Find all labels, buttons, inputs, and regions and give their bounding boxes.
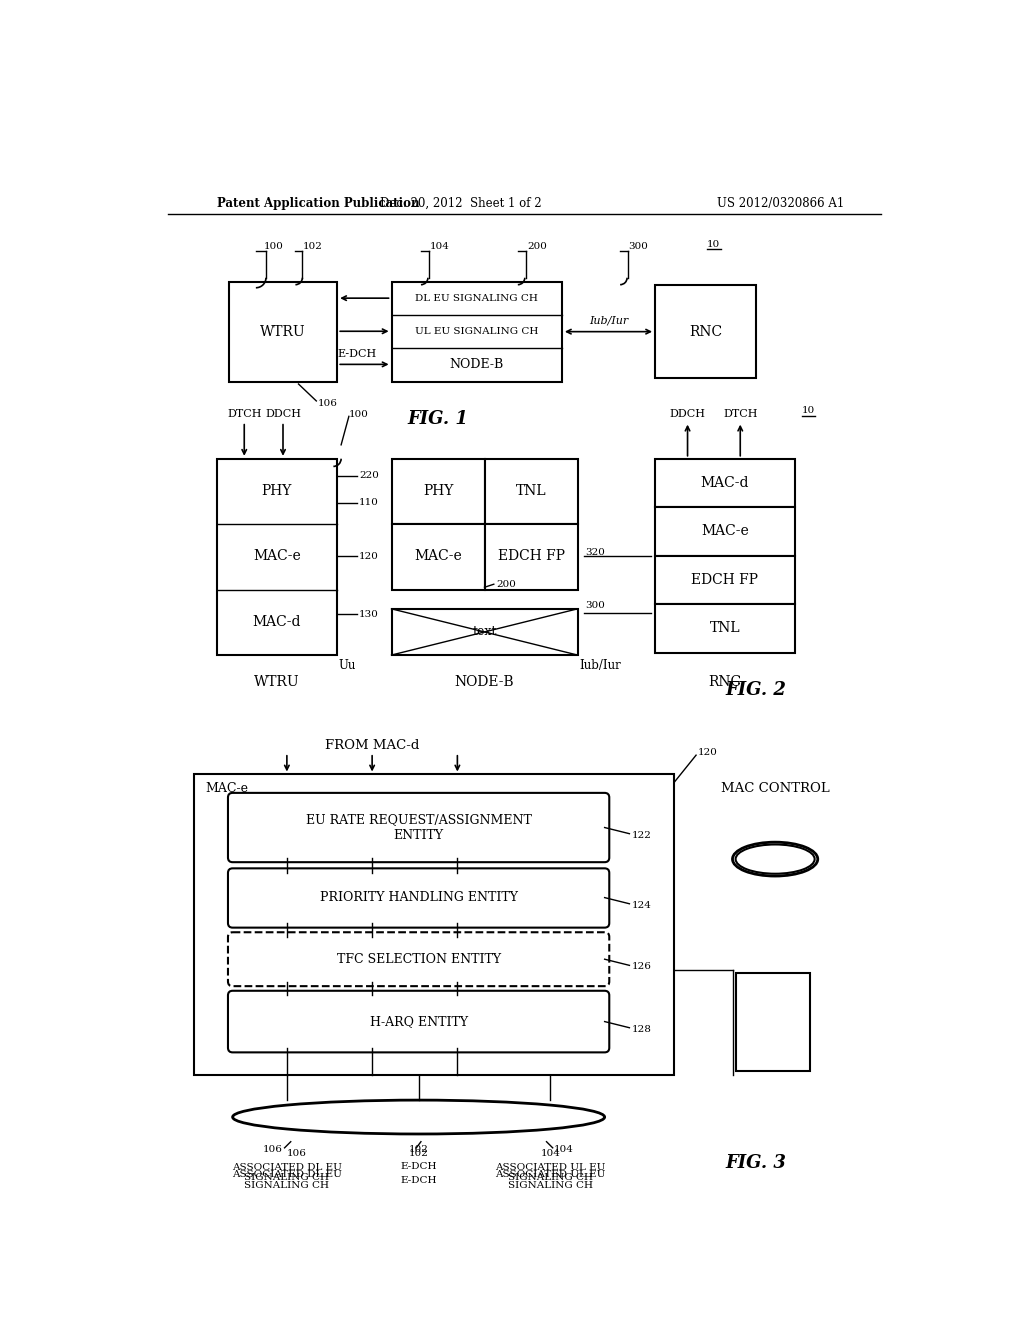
Text: ASSOCIATED UL EU
SIGNALING CH: ASSOCIATED UL EU SIGNALING CH bbox=[496, 1163, 605, 1183]
Text: 220: 220 bbox=[359, 471, 379, 480]
Text: 10: 10 bbox=[802, 407, 815, 416]
Text: MAC-e: MAC-e bbox=[253, 549, 301, 564]
FancyBboxPatch shape bbox=[228, 869, 609, 928]
Text: EDCH FP: EDCH FP bbox=[498, 549, 564, 564]
Text: Iub/Iur: Iub/Iur bbox=[589, 315, 628, 326]
FancyBboxPatch shape bbox=[655, 507, 795, 556]
FancyBboxPatch shape bbox=[655, 556, 795, 605]
Text: 106: 106 bbox=[263, 1144, 283, 1154]
FancyBboxPatch shape bbox=[391, 459, 484, 524]
Text: 102: 102 bbox=[302, 243, 323, 251]
Text: 300: 300 bbox=[586, 601, 605, 610]
Text: 102: 102 bbox=[409, 1148, 429, 1158]
Text: PHY: PHY bbox=[423, 484, 454, 498]
FancyBboxPatch shape bbox=[391, 609, 578, 655]
Text: Uu: Uu bbox=[339, 659, 356, 672]
Text: FIG. 3: FIG. 3 bbox=[725, 1154, 786, 1172]
Text: ASSOCIATED DL EU
SIGNALING CH: ASSOCIATED DL EU SIGNALING CH bbox=[232, 1171, 342, 1189]
Text: 320: 320 bbox=[586, 548, 605, 557]
Text: E-DCH: E-DCH bbox=[400, 1176, 437, 1184]
Text: WTRU: WTRU bbox=[260, 325, 306, 339]
Text: NODE-B: NODE-B bbox=[455, 675, 514, 689]
Text: 120: 120 bbox=[697, 748, 718, 758]
Text: 10: 10 bbox=[708, 240, 721, 249]
Text: 200: 200 bbox=[496, 579, 516, 589]
Ellipse shape bbox=[232, 1100, 604, 1134]
Text: MAC-e: MAC-e bbox=[414, 549, 462, 564]
Text: 102: 102 bbox=[409, 1144, 429, 1154]
Text: EDCH FP: EDCH FP bbox=[691, 573, 758, 586]
Text: EU RATE REQUEST/ASSIGNMENT
ENTITY: EU RATE REQUEST/ASSIGNMENT ENTITY bbox=[306, 813, 531, 842]
Text: H-ARQ ENTITY: H-ARQ ENTITY bbox=[370, 1015, 468, 1028]
FancyBboxPatch shape bbox=[228, 932, 609, 986]
Text: Dec. 20, 2012  Sheet 1 of 2: Dec. 20, 2012 Sheet 1 of 2 bbox=[381, 197, 542, 210]
Text: 104: 104 bbox=[541, 1148, 560, 1158]
Text: 104: 104 bbox=[430, 243, 451, 251]
Text: 126: 126 bbox=[632, 962, 651, 972]
Text: 120: 120 bbox=[359, 552, 379, 561]
FancyBboxPatch shape bbox=[484, 524, 578, 590]
Text: 100: 100 bbox=[349, 409, 369, 418]
FancyBboxPatch shape bbox=[391, 281, 562, 381]
Text: text: text bbox=[472, 626, 497, 639]
Text: PRIORITY HANDLING ENTITY: PRIORITY HANDLING ENTITY bbox=[319, 891, 517, 904]
FancyBboxPatch shape bbox=[655, 285, 756, 378]
Text: DL EU SIGNALING CH: DL EU SIGNALING CH bbox=[416, 293, 539, 302]
Text: 104: 104 bbox=[554, 1144, 574, 1154]
FancyBboxPatch shape bbox=[655, 605, 795, 653]
Text: 128: 128 bbox=[632, 1024, 651, 1034]
Text: ASSOCIATED DL EU
SIGNALING CH: ASSOCIATED DL EU SIGNALING CH bbox=[232, 1163, 342, 1183]
FancyBboxPatch shape bbox=[194, 775, 675, 1074]
Text: 300: 300 bbox=[628, 243, 648, 251]
Text: PHY: PHY bbox=[261, 484, 292, 498]
Text: 106: 106 bbox=[287, 1148, 307, 1158]
Text: WTRU: WTRU bbox=[254, 675, 300, 689]
Text: FROM MAC-d: FROM MAC-d bbox=[325, 739, 419, 751]
Text: 124: 124 bbox=[632, 900, 651, 909]
Text: ASSOCIATED UL EU
SIGNALING CH: ASSOCIATED UL EU SIGNALING CH bbox=[496, 1171, 605, 1189]
Text: FIG. 1: FIG. 1 bbox=[408, 409, 468, 428]
Text: DTCH: DTCH bbox=[723, 409, 758, 418]
FancyBboxPatch shape bbox=[655, 459, 795, 507]
Text: RNC: RNC bbox=[709, 675, 741, 689]
FancyBboxPatch shape bbox=[228, 793, 609, 862]
Text: 130: 130 bbox=[359, 610, 379, 619]
Text: TNL: TNL bbox=[710, 622, 740, 635]
Text: E-DCH: E-DCH bbox=[400, 1162, 437, 1171]
Text: UL EU SIGNALING CH: UL EU SIGNALING CH bbox=[415, 327, 539, 335]
Text: NODE-B: NODE-B bbox=[450, 358, 504, 371]
Text: MAC-d: MAC-d bbox=[700, 475, 749, 490]
FancyBboxPatch shape bbox=[484, 459, 578, 524]
Text: MAC-e: MAC-e bbox=[206, 781, 249, 795]
Text: US 2012/0320866 A1: US 2012/0320866 A1 bbox=[717, 197, 844, 210]
Text: DDCH: DDCH bbox=[670, 409, 706, 418]
Text: MAC CONTROL: MAC CONTROL bbox=[721, 781, 829, 795]
Text: TFC SELECTION ENTITY: TFC SELECTION ENTITY bbox=[337, 953, 501, 966]
Ellipse shape bbox=[735, 845, 815, 874]
Text: 100: 100 bbox=[263, 243, 284, 251]
Text: MAC-d: MAC-d bbox=[253, 615, 301, 628]
FancyBboxPatch shape bbox=[391, 524, 484, 590]
FancyBboxPatch shape bbox=[736, 973, 810, 1071]
FancyBboxPatch shape bbox=[228, 281, 337, 381]
Text: 110: 110 bbox=[359, 498, 379, 507]
Text: RNC: RNC bbox=[689, 325, 722, 339]
FancyBboxPatch shape bbox=[217, 459, 337, 655]
Text: 200: 200 bbox=[527, 243, 547, 251]
Text: Iub/Iur: Iub/Iur bbox=[579, 659, 621, 672]
FancyBboxPatch shape bbox=[228, 991, 609, 1052]
Text: TNL: TNL bbox=[516, 484, 547, 498]
Text: 106: 106 bbox=[317, 399, 338, 408]
Text: DDCH: DDCH bbox=[265, 409, 301, 418]
Ellipse shape bbox=[732, 842, 818, 876]
Text: DTCH: DTCH bbox=[227, 409, 261, 418]
Text: FIG. 2: FIG. 2 bbox=[725, 681, 786, 698]
Text: Patent Application Publication: Patent Application Publication bbox=[217, 197, 420, 210]
Text: E-DCH: E-DCH bbox=[337, 348, 376, 359]
Text: MAC-e: MAC-e bbox=[700, 524, 749, 539]
Text: 122: 122 bbox=[632, 830, 651, 840]
